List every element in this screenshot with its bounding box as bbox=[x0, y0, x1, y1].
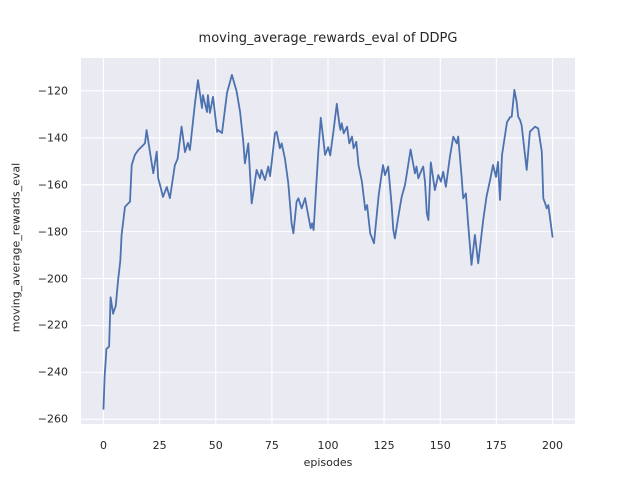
data-line bbox=[102, 73, 554, 410]
x-tick-label: 100 bbox=[317, 439, 339, 452]
y-tick-label: −220 bbox=[37, 318, 68, 332]
x-tick-label: 75 bbox=[264, 439, 279, 452]
plot-area bbox=[81, 58, 575, 424]
x-tick-label: 200 bbox=[542, 439, 564, 452]
y-tick-label: −240 bbox=[37, 365, 68, 379]
y-tick-label: −260 bbox=[37, 412, 68, 426]
y-tick-label: −160 bbox=[37, 178, 68, 192]
x-tick-label: 50 bbox=[208, 439, 223, 452]
x-tick-label: 125 bbox=[373, 439, 395, 452]
y-tick-label: −180 bbox=[37, 225, 68, 239]
x-tick-label: 150 bbox=[429, 439, 451, 452]
x-axis-label: episodes bbox=[303, 456, 353, 469]
x-tick-label: 25 bbox=[152, 439, 167, 452]
y-axis-label: moving_average_rewards_eval bbox=[9, 162, 23, 333]
y-tick-label: −120 bbox=[37, 84, 68, 98]
x-tick-label: 0 bbox=[99, 439, 107, 452]
y-tick-label: −200 bbox=[37, 272, 68, 286]
chart-title: moving_average_rewards_eval of DDPG bbox=[198, 31, 458, 46]
line-plot-svg bbox=[81, 58, 575, 424]
y-tick-label: −140 bbox=[37, 131, 68, 145]
x-tick-label: 175 bbox=[485, 439, 507, 452]
